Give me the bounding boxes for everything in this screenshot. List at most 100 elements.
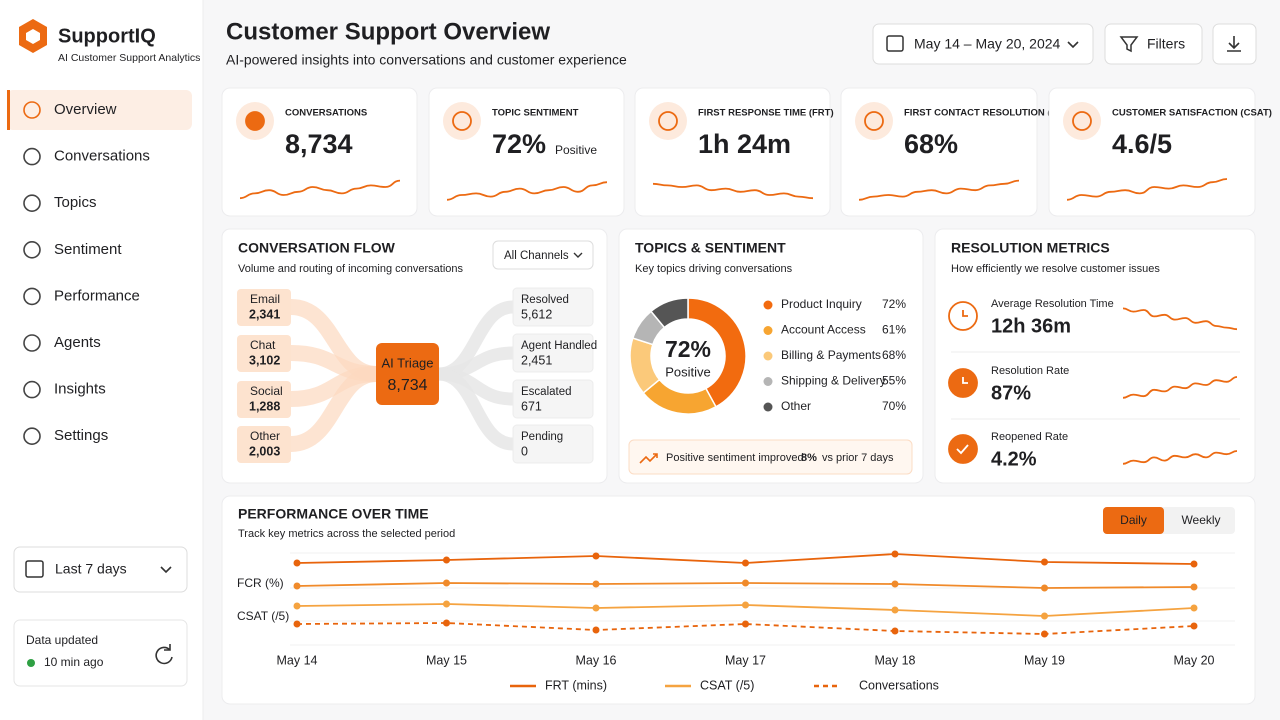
kpi-value: 68%	[904, 129, 958, 159]
legend-dot	[763, 351, 773, 361]
panel-subtitle: Track key metrics across the selected pe…	[238, 528, 455, 540]
source-label: Social	[250, 384, 283, 398]
page-title: Customer Support Overview	[226, 18, 550, 45]
target-label: Resolved	[521, 294, 569, 306]
series-point	[592, 552, 600, 560]
metric-glyph	[956, 444, 969, 455]
topic-name: Account Access	[781, 323, 866, 337]
metric-value: 12h 36m	[991, 315, 1071, 337]
panel-subtitle: Key topics driving conversations	[635, 263, 793, 275]
metric-icon	[948, 434, 978, 464]
flow-band	[290, 366, 377, 452]
note-change: 8%	[801, 452, 817, 464]
date-button[interactable]	[872, 23, 1094, 65]
panel-title: RESOLUTION METRICS	[951, 240, 1110, 256]
date-range: May 14 – May 20, 2024	[914, 36, 1061, 52]
metric-value: 4.2%	[991, 448, 1037, 470]
page-subtitle: AI-powered insights into conversations a…	[226, 52, 627, 68]
range-dropdown[interactable]	[13, 546, 188, 593]
series-point	[293, 559, 301, 567]
download-icon	[1227, 36, 1241, 52]
series-point	[293, 620, 301, 628]
series-point	[1190, 604, 1198, 612]
metric-value: 87%	[991, 382, 1031, 404]
series-point	[1041, 558, 1048, 566]
x-tick-label: May 14	[277, 653, 318, 667]
kpi-icon-bg	[443, 102, 481, 140]
nav-item[interactable]: Settings	[54, 427, 108, 444]
filters-label: Filters	[1147, 36, 1185, 52]
nav-item[interactable]: Insights	[54, 381, 106, 398]
panel-title: TOPICS & SENTIMENT	[635, 240, 786, 256]
source-value: 3,102	[249, 353, 280, 367]
refresh-icon[interactable]	[155, 644, 173, 665]
nav-item[interactable]: Sentiment	[54, 241, 122, 258]
source-value: 1,288	[249, 399, 280, 413]
legend-dot	[763, 377, 773, 386]
sparkline	[1122, 307, 1238, 331]
series-point	[443, 556, 450, 564]
source-box	[237, 289, 291, 326]
legend-label: CSAT (/5)	[700, 678, 754, 692]
donut-segment	[687, 297, 747, 408]
status-label: Data updated	[26, 633, 98, 647]
nav-item[interactable]: Overview	[54, 101, 117, 118]
kpi-icon-bg	[1063, 102, 1101, 140]
kpi-label: CONVERSATIONS	[285, 108, 367, 119]
nav-item[interactable]: Performance	[54, 287, 140, 304]
sparkline	[1122, 450, 1238, 465]
series-point	[742, 601, 749, 609]
channel-dropdown[interactable]	[492, 240, 594, 270]
panel-subtitle: How efficiently we resolve customer issu…	[951, 263, 1160, 275]
target-box	[512, 379, 594, 419]
donut-value: 72%	[665, 336, 711, 362]
filters-button[interactable]	[1104, 23, 1203, 65]
toggle-option[interactable]: Daily	[1120, 513, 1147, 527]
target-value: 5,612	[521, 307, 552, 321]
nav-icon	[23, 101, 41, 119]
tagline: AI Customer Support Analytics	[58, 52, 200, 64]
topic-name: Product Inquiry	[781, 297, 862, 311]
chevron	[1067, 41, 1079, 49]
source-value: 2,341	[249, 307, 280, 321]
donut-segment	[649, 297, 689, 329]
kpi-value: 8,734	[285, 129, 353, 159]
target-label: Agent Handled	[521, 340, 597, 352]
sparkline	[446, 181, 608, 201]
kpi-tag: Positive	[555, 143, 597, 157]
series-point	[1190, 560, 1198, 568]
topic-value: 55%	[882, 374, 906, 388]
metric-glyph	[962, 377, 968, 384]
target-value: 0	[521, 444, 528, 458]
hub-value: 8,734	[387, 377, 427, 394]
series-point	[1190, 583, 1198, 591]
nav-icon	[23, 287, 41, 306]
kpi-value: 4.6/5	[1112, 129, 1172, 159]
logo-inner	[26, 29, 40, 44]
kpi-icon-bg	[649, 102, 687, 140]
source-label: Email	[250, 292, 280, 306]
nav-icon	[23, 194, 41, 212]
source-value: 2,003	[249, 444, 280, 458]
hub-label: AI Triage	[381, 355, 433, 370]
nav-item[interactable]: Agents	[54, 334, 101, 351]
kpi-label: CUSTOMER SATISFACTION (CSAT)	[1112, 108, 1272, 119]
target-label: Escalated	[521, 386, 572, 398]
series-point	[891, 627, 899, 635]
kpi-icon	[864, 111, 884, 131]
target-box	[512, 333, 594, 373]
x-tick-label: May 16	[576, 653, 617, 667]
series-point	[1041, 612, 1048, 620]
nav-active-bar	[7, 90, 10, 130]
performance-panel	[221, 495, 1256, 705]
kpi-label: TOPIC SENTIMENT	[492, 108, 579, 119]
panel-title: PERFORMANCE OVER TIME	[238, 506, 429, 522]
nav-icon	[23, 427, 41, 446]
toggle-option[interactable]: Weekly	[1181, 513, 1220, 527]
kpi-icon	[245, 111, 265, 131]
series-point	[891, 580, 899, 588]
toggle-active[interactable]	[1103, 507, 1164, 534]
topic-name: Other	[781, 399, 811, 413]
nav-item[interactable]: Conversations	[54, 148, 150, 165]
nav-item[interactable]: Topics	[54, 194, 97, 211]
